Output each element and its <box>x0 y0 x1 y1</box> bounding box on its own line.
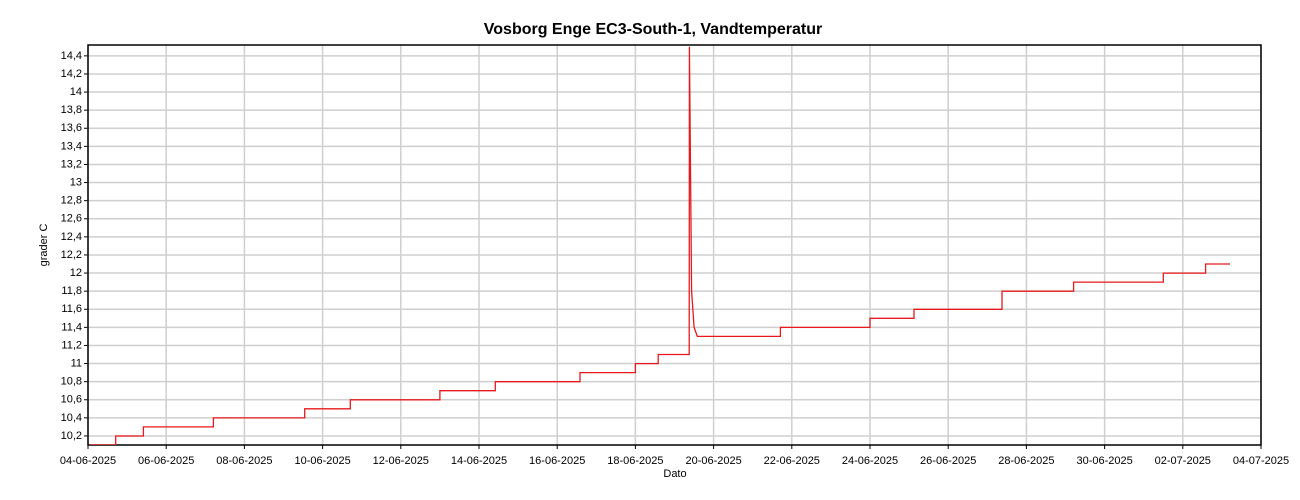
x-tick-label: 10-06-2025 <box>294 455 350 467</box>
y-tick-label: 12,8 <box>61 195 82 207</box>
chart-title: Vosborg Enge EC3-South-1, Vandtemperatur <box>484 21 822 38</box>
x-tick-label: 24-06-2025 <box>842 455 898 467</box>
x-tick-label: 22-06-2025 <box>764 455 820 467</box>
x-tick-label: 04-06-2025 <box>60 455 116 467</box>
y-tick-label: 12,6 <box>61 213 82 225</box>
x-tick-label: 12-06-2025 <box>373 455 429 467</box>
x-tick-label: 02-07-2025 <box>1155 455 1211 467</box>
y-tick-label: 10,4 <box>61 412 82 424</box>
x-tick-label: 28-06-2025 <box>998 455 1054 467</box>
y-tick-label: 12,2 <box>61 249 82 261</box>
y-tick-label: 13,2 <box>61 158 82 170</box>
y-tick-label: 10,2 <box>61 430 82 442</box>
x-tick-label: 16-06-2025 <box>529 455 585 467</box>
y-axis-label: grader C <box>38 224 50 267</box>
y-tick-label: 13,4 <box>61 140 82 152</box>
x-tick-label: 14-06-2025 <box>451 455 507 467</box>
plot-frame <box>87 44 1262 446</box>
x-tick-label: 08-06-2025 <box>216 455 272 467</box>
y-tick-label: 11,4 <box>61 321 82 333</box>
y-tick-label: 10,6 <box>61 394 82 406</box>
y-tick-label: 14,4 <box>61 50 82 62</box>
y-tick-label: 11 <box>71 357 82 369</box>
x-tick-label: 30-06-2025 <box>1076 455 1132 467</box>
y-tick-label: 13,8 <box>61 104 82 116</box>
x-tick-label: 04-07-2025 <box>1233 455 1289 467</box>
x-tick-label: 26-06-2025 <box>920 455 976 467</box>
x-tick-label: 18-06-2025 <box>607 455 663 467</box>
y-tick-label: 11,6 <box>61 303 82 315</box>
y-tick-label: 12,4 <box>61 231 82 243</box>
data-line <box>89 46 1230 445</box>
x-tick-label: 06-06-2025 <box>138 455 194 467</box>
y-tick-label: 11,8 <box>61 285 82 297</box>
y-tick-label: 14 <box>70 86 82 98</box>
x-tick-label: 20-06-2025 <box>685 455 741 467</box>
y-tick-label: 12 <box>70 267 82 279</box>
y-tick-label: 10,8 <box>61 376 82 388</box>
x-axis-label: Dato <box>663 468 686 480</box>
y-tick-label: 14,2 <box>61 68 82 80</box>
y-tick-label: 13 <box>70 176 82 188</box>
y-tick-label: 11,2 <box>61 339 82 351</box>
y-tick-label: 13,6 <box>61 122 82 134</box>
